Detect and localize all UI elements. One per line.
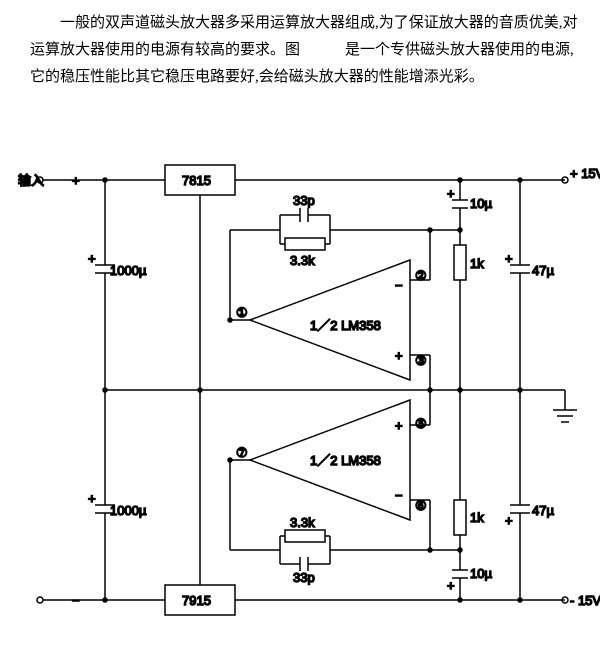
svg-text:+: + [505, 513, 513, 528]
svg-text:−: − [395, 488, 403, 503]
svg-text:+: + [395, 348, 403, 363]
pin5: ⑤ [415, 416, 427, 431]
label-3.3k-top: 3.3k [290, 253, 315, 268]
label-opamp1: 1／2 LM358 [310, 318, 381, 333]
label-10u-bot: 10µ [470, 566, 492, 581]
label-1k-bot: 1k [470, 510, 484, 525]
label-input: 输入 [18, 173, 44, 188]
svg-text:+: + [88, 491, 96, 506]
label-neg15v: - 15V [570, 593, 600, 608]
label-3.3k-bot: 3.3k [290, 515, 315, 530]
pin1: ① [236, 305, 248, 320]
svg-text:+: + [88, 251, 96, 266]
svg-text:+: + [505, 251, 513, 266]
label-33p-bot: 33p [293, 570, 315, 585]
svg-text:+: + [447, 578, 455, 593]
label-c1000u-bot: 1000µ [110, 503, 147, 518]
label-c1000u-top: 1000µ [110, 263, 147, 278]
label-10u-top: 10µ [470, 196, 492, 211]
label-7815: 7815 [182, 173, 211, 188]
description-text: 一般的双声道磁头放大器多采用运算放大器组成,为了保证放大器的音质优美,对运算放大… [0, 0, 611, 96]
label-33p-top: 33p [293, 193, 315, 208]
pin7: ⑦ [236, 445, 248, 460]
svg-text:+: + [395, 418, 403, 433]
label-opamp2: 1／2 LM358 [310, 453, 381, 468]
circuit-diagram: 输入 + − 7815 + 15V 7915 - 15V 1000µ + 100… [10, 150, 600, 640]
label-1k-top: 1k [470, 256, 484, 271]
label-47u-bot: 47µ [532, 503, 554, 518]
svg-text:+: + [447, 186, 455, 201]
label-7915: 7915 [182, 593, 211, 608]
label-47u-top: 47µ [532, 263, 554, 278]
label-pos15v: + 15V [570, 166, 600, 181]
svg-text:−: − [395, 278, 403, 293]
